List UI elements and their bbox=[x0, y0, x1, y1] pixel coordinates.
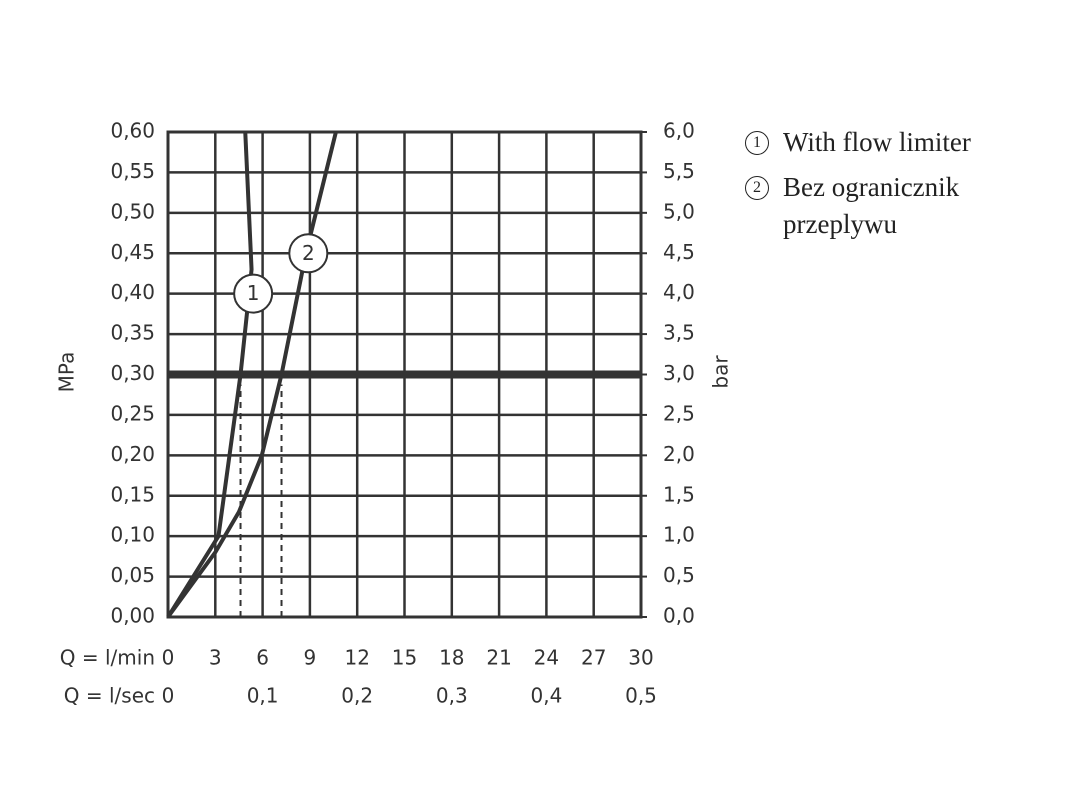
y2-tick-label: 4,5 bbox=[663, 240, 695, 264]
series-line bbox=[166, 131, 254, 619]
legend: 1 With flow limiter 2 Bez ogranicznik przep… bbox=[745, 124, 1045, 251]
series-label-circle bbox=[233, 273, 274, 314]
x-tick-label: 18 bbox=[439, 646, 464, 670]
legend-text: With flow limiter bbox=[783, 127, 971, 157]
y2-tick-label: 2,0 bbox=[663, 442, 695, 466]
legend-symbol: 2 bbox=[745, 176, 769, 200]
y-tick-label: 0,35 bbox=[110, 321, 155, 345]
y-axis-label: MPa bbox=[55, 352, 79, 393]
y2-tick-label: 1,5 bbox=[663, 482, 695, 506]
y2-tick-label: 4,0 bbox=[663, 280, 695, 304]
legend-text: Bez ogranicznik przeplywu bbox=[783, 172, 960, 239]
y-tick-label: 0,20 bbox=[110, 442, 155, 466]
y-tick-label: 0,00 bbox=[110, 604, 155, 628]
y-tick-label: 0,45 bbox=[110, 240, 155, 264]
x-tick-label: 21 bbox=[486, 646, 511, 670]
y-tick-label: 0,50 bbox=[110, 199, 155, 223]
y-tick-label: 0,30 bbox=[110, 361, 155, 385]
y2-tick-label: 6,0 bbox=[663, 119, 695, 143]
x-tick-label: 12 bbox=[344, 646, 369, 670]
x-tick-label: 6 bbox=[256, 646, 269, 670]
y-tick-label: 0,60 bbox=[110, 119, 155, 143]
y2-tick-label: 5,5 bbox=[663, 159, 695, 183]
x2-tick-label: 0,2 bbox=[341, 684, 373, 708]
x2-tick-label: 0 bbox=[162, 684, 175, 708]
series-label: 2 bbox=[302, 241, 315, 265]
y-tick-label: 0,10 bbox=[110, 523, 155, 547]
x2-tick-label: 0,4 bbox=[530, 684, 562, 708]
x2-tick-label: 0,1 bbox=[247, 684, 279, 708]
x-tick-label: 15 bbox=[392, 646, 417, 670]
plot-frame bbox=[166, 130, 643, 619]
y2-tick-label: 0,0 bbox=[663, 604, 695, 628]
y-tick-label: 0,55 bbox=[110, 159, 155, 183]
y2-axis-label: bar bbox=[709, 355, 733, 389]
y-tick-label: 0,40 bbox=[110, 280, 155, 304]
y-tick-label: 0,05 bbox=[110, 563, 155, 587]
x-tick-label: 3 bbox=[209, 646, 222, 670]
legend-item: 2 Bez ogranicznik przeplywu bbox=[745, 169, 1045, 243]
x2-axis-label: Q = l/sec bbox=[64, 684, 155, 708]
legend-symbol: 1 bbox=[745, 131, 769, 155]
x-tick-label: 30 bbox=[628, 646, 653, 670]
y2-tick-label: 3,5 bbox=[663, 321, 695, 345]
x-tick-label: 9 bbox=[304, 646, 317, 670]
x-axis-label: Q = l/min bbox=[60, 646, 155, 670]
x-tick-label: 27 bbox=[581, 646, 606, 670]
y-tick-label: 0,15 bbox=[110, 482, 155, 506]
x2-tick-label: 0,5 bbox=[625, 684, 657, 708]
y-tick-label: 0,25 bbox=[110, 401, 155, 425]
x2-tick-label: 0,3 bbox=[436, 684, 468, 708]
y2-tick-label: 2,5 bbox=[663, 401, 695, 425]
series-label: 1 bbox=[247, 281, 260, 305]
series-label-circle bbox=[288, 233, 329, 274]
y2-tick-label: 5,0 bbox=[663, 199, 695, 223]
x-tick-label: 0 bbox=[162, 646, 175, 670]
legend-item: 1 With flow limiter bbox=[745, 124, 1045, 161]
y2-tick-label: 3,0 bbox=[663, 361, 695, 385]
y2-tick-label: 1,0 bbox=[663, 523, 695, 547]
x-tick-label: 24 bbox=[534, 646, 559, 670]
y2-tick-label: 0,5 bbox=[663, 563, 695, 587]
